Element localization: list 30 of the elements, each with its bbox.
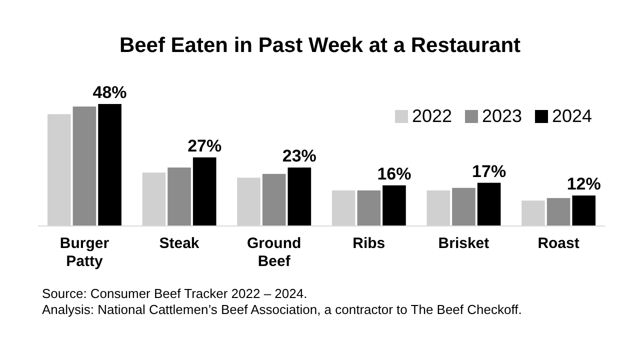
x-tick-label: Burger Patty	[60, 235, 110, 270]
chart-title: Beef Eaten in Past Week at a Restaurant	[119, 34, 521, 57]
data-label: 17%	[472, 162, 506, 181]
text: Analysis: National Cattlemen’s Beef Association, a contractor to The Beef Checkoff.	[42, 302, 522, 317]
x-tick-label: Ribs	[352, 235, 386, 252]
bar	[477, 182, 501, 226]
data-label: 48%	[92, 83, 127, 102]
bar	[288, 168, 312, 226]
bar	[98, 104, 122, 226]
bar	[452, 188, 476, 226]
bar	[572, 196, 596, 226]
x-tick-label: Steak	[159, 235, 200, 252]
bar	[168, 168, 191, 226]
data-label: 16%	[377, 164, 412, 184]
source-note: Source: Consumer Beef Tracker 2022 – 2024.	[42, 286, 308, 301]
legend-label: 2022	[412, 106, 452, 126]
x-tick-label: Roast	[538, 235, 580, 252]
bar	[357, 190, 381, 226]
x-tick-label: Ground Beef	[247, 235, 302, 270]
x-tick-label: Brisket	[438, 235, 490, 252]
bar	[192, 157, 216, 226]
legend-label: 2024	[552, 106, 592, 126]
bar	[546, 198, 570, 226]
legend-label: 2023	[482, 106, 522, 126]
bar	[72, 106, 96, 226]
data-label: 27%	[188, 136, 222, 156]
bar	[262, 174, 286, 226]
data-label: 23%	[282, 146, 316, 166]
data-label: 12%	[566, 174, 601, 194]
bar	[382, 185, 406, 226]
